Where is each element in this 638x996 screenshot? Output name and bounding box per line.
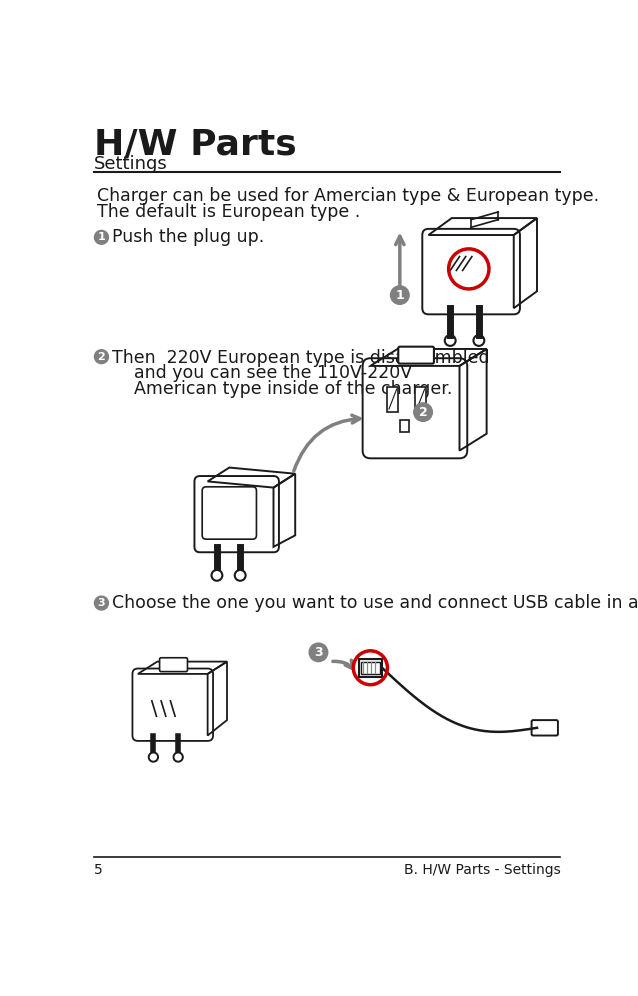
Text: 5: 5	[94, 863, 103, 876]
Circle shape	[149, 752, 158, 762]
Bar	[415, 387, 426, 412]
Text: 3: 3	[314, 645, 323, 659]
Circle shape	[473, 335, 484, 346]
Text: Then  220V European type is disassembled: Then 220V European type is disassembled	[112, 349, 489, 367]
Text: Push the plug up.: Push the plug up.	[112, 228, 263, 246]
Bar	[359, 658, 382, 677]
Text: 3: 3	[98, 598, 105, 609]
Circle shape	[94, 350, 108, 364]
Circle shape	[309, 643, 328, 661]
Text: Choose the one you want to use and connect USB cable in adaptor.: Choose the one you want to use and conne…	[112, 594, 638, 613]
Circle shape	[94, 230, 108, 244]
Circle shape	[212, 570, 223, 581]
Text: 1: 1	[98, 232, 105, 242]
Circle shape	[414, 402, 433, 421]
Text: 1: 1	[396, 289, 404, 302]
Circle shape	[94, 597, 108, 610]
FancyBboxPatch shape	[160, 657, 188, 671]
Circle shape	[174, 752, 183, 762]
Circle shape	[235, 570, 246, 581]
Text: The default is European type .: The default is European type .	[97, 202, 360, 221]
Circle shape	[445, 335, 456, 346]
Bar	[361, 661, 380, 674]
Text: B. H/W Parts - Settings: B. H/W Parts - Settings	[403, 863, 560, 876]
Text: Charger can be used for Amercian type & European type.: Charger can be used for Amercian type & …	[97, 187, 599, 205]
Bar	[400, 420, 409, 432]
Text: American type inside of the charger.: American type inside of the charger.	[112, 379, 452, 397]
Text: 2: 2	[419, 405, 427, 418]
Text: Settings: Settings	[94, 155, 167, 173]
Text: and you can see the 110V-220V: and you can see the 110V-220V	[112, 365, 412, 382]
Bar	[387, 387, 398, 412]
Text: 2: 2	[98, 352, 105, 362]
Circle shape	[390, 286, 409, 305]
FancyBboxPatch shape	[398, 347, 434, 364]
Text: H/W Parts: H/W Parts	[94, 127, 297, 161]
